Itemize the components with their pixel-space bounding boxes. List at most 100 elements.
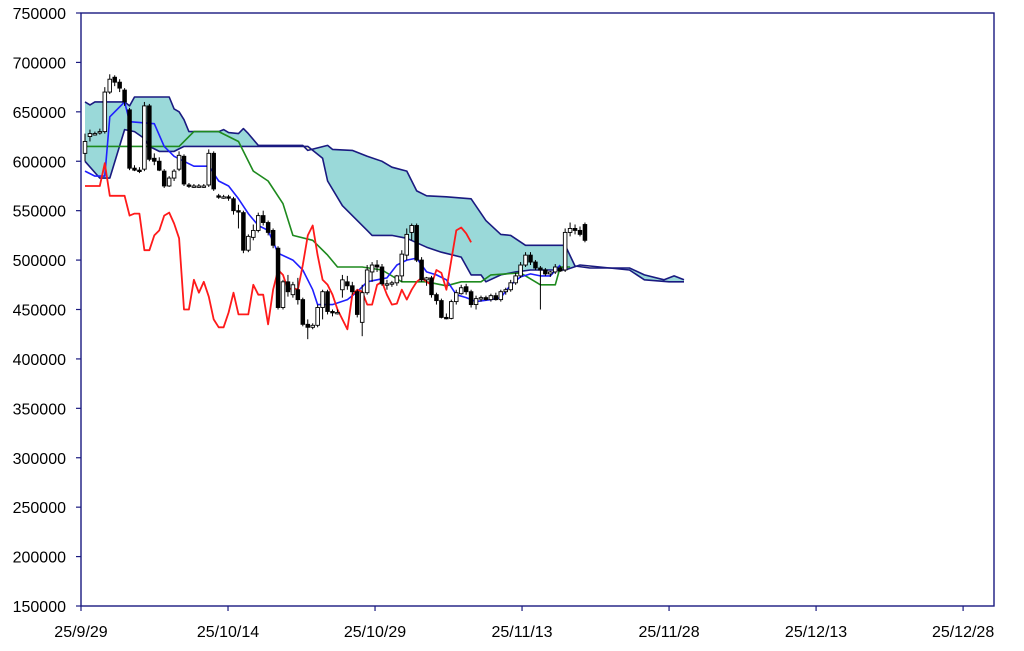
candle [132, 165, 137, 172]
candle-body-down [325, 291, 330, 312]
x-tick-label: 25/12/13 [785, 624, 847, 641]
candle [260, 210, 266, 226]
candle-body-up [310, 324, 315, 328]
axes [76, 12, 995, 611]
y-tick-label: 500000 [13, 253, 66, 270]
candle [355, 289, 360, 318]
candle [246, 234, 251, 253]
candle [305, 319, 311, 340]
candle [458, 284, 464, 295]
candle-body-up [404, 233, 410, 256]
candle-body-up [503, 289, 509, 293]
candle-body-up [473, 298, 479, 306]
candle-body-up [389, 282, 395, 285]
candle [523, 252, 528, 268]
candle [340, 274, 345, 298]
candle-body-up [458, 287, 464, 295]
candle-body-up [518, 264, 523, 277]
candle-body-up [102, 91, 108, 133]
candle-body-down [260, 215, 266, 223]
cloud-span-a-line [84, 128, 684, 283]
candle [226, 194, 231, 201]
candle [211, 151, 216, 191]
candle-body-down [285, 281, 291, 293]
candle-body-up [364, 269, 370, 294]
candle-body-down [379, 266, 385, 285]
candle-body-down [127, 109, 132, 169]
y-tick-label: 150000 [13, 599, 66, 616]
candle [379, 264, 385, 286]
candle [270, 228, 276, 249]
candle [424, 276, 429, 286]
candle [518, 262, 523, 278]
candle-body-down [117, 81, 122, 89]
candle [320, 289, 325, 320]
candle-body-up [567, 228, 573, 233]
candle-body-down [374, 264, 380, 268]
candle [112, 75, 117, 87]
candle [553, 264, 558, 274]
candle-body-up [498, 291, 504, 301]
y-tick-label: 450000 [13, 303, 66, 320]
candle [488, 293, 494, 302]
candle-body-up [369, 264, 375, 273]
candle [315, 304, 320, 328]
candle [191, 183, 197, 188]
y-tick-label: 350000 [13, 401, 66, 418]
candle-body-up [166, 177, 172, 187]
candle [290, 281, 296, 298]
candle [196, 183, 202, 188]
candle-body-down [577, 229, 583, 235]
candle [533, 260, 538, 270]
candle [543, 267, 548, 276]
candle [434, 292, 439, 305]
candle-body-down [419, 259, 424, 281]
candle-body-down [137, 169, 142, 172]
candle [503, 287, 509, 295]
candle-body-down [132, 167, 137, 171]
candle [97, 128, 103, 135]
candle [414, 223, 419, 263]
candle-body-down [528, 254, 533, 263]
candle [176, 151, 182, 172]
cloud-bull-region [610, 268, 684, 282]
candle [359, 284, 365, 337]
candle-body-down [112, 76, 117, 83]
candle-body-up [449, 301, 454, 319]
candle [186, 182, 192, 188]
candle [295, 277, 301, 305]
y-tick-label: 750000 [13, 6, 66, 23]
candle-body-up [196, 185, 202, 188]
candle-body-down [295, 289, 301, 301]
candle [562, 228, 568, 272]
candle-body-up [548, 271, 553, 275]
candle-body-up [335, 312, 340, 315]
candle-body-down [444, 316, 449, 320]
y-tick-label: 700000 [13, 55, 66, 72]
candle-body-up [142, 105, 147, 170]
candle [557, 266, 563, 272]
candle [181, 154, 187, 186]
candle [161, 169, 167, 188]
candle [478, 295, 484, 302]
y-tick-label: 200000 [13, 550, 66, 567]
candle [548, 270, 553, 277]
candle [127, 107, 132, 171]
candle [572, 224, 578, 235]
candle-body-down [226, 196, 231, 199]
x-axis-labels: 25/9/29 25/10/14 25/10/29 25/11/13 25/11/28 2… [54, 624, 994, 641]
candle-body-up [359, 292, 365, 323]
candle [201, 183, 207, 188]
candle [251, 224, 256, 241]
candle-body-up [107, 78, 112, 93]
base-line [85, 130, 571, 287]
candle [350, 281, 355, 295]
candle-body-down [161, 170, 167, 187]
candle [102, 87, 108, 134]
candle [82, 133, 88, 162]
candle-body-up [454, 292, 459, 303]
candle-body-up [290, 284, 296, 296]
candle-body-down [582, 224, 588, 241]
candle [468, 289, 474, 308]
